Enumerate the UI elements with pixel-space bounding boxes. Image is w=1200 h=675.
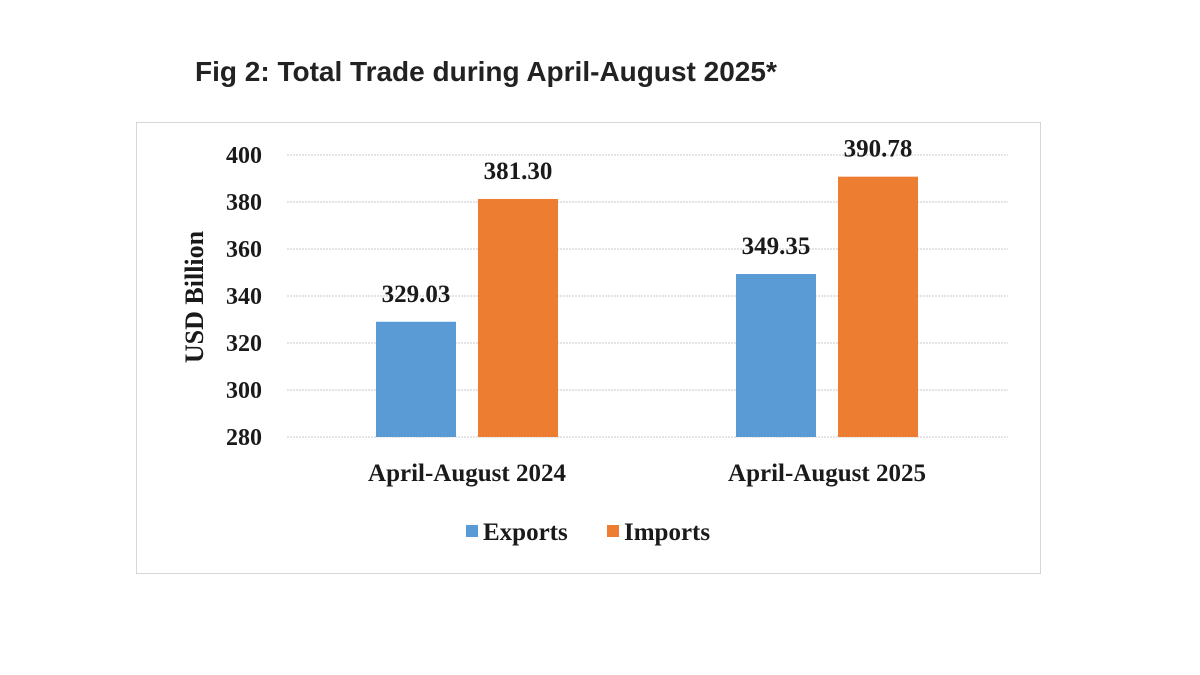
y-tick-label: 300 <box>226 378 262 404</box>
legend-swatch-exports <box>466 525 478 537</box>
bar-imports <box>838 176 918 438</box>
y-axis-label: USD Billion <box>180 230 209 363</box>
bar-exports <box>376 321 456 437</box>
x-tick-label: April-August 2025 <box>728 460 926 487</box>
x-tick-label: April-August 2024 <box>368 460 566 487</box>
legend-swatch-imports <box>607 525 619 537</box>
data-label: 390.78 <box>844 136 913 163</box>
bar-imports <box>478 198 558 437</box>
legend-label: Imports <box>624 519 710 546</box>
bar-exports <box>736 274 816 437</box>
legend-label: Exports <box>483 519 568 546</box>
y-tick-label: 280 <box>226 425 262 451</box>
figure-title: Fig 2: Total Trade during April-August 2… <box>195 56 777 87</box>
y-tick-label: 340 <box>226 284 262 310</box>
data-label: 329.03 <box>382 281 451 308</box>
data-label: 349.35 <box>742 233 811 260</box>
y-tick-label: 320 <box>226 331 262 357</box>
y-tick-label: 400 <box>226 143 262 169</box>
y-tick-label: 380 <box>226 190 262 216</box>
y-tick-label: 360 <box>226 237 262 263</box>
data-label: 381.30 <box>484 158 553 185</box>
